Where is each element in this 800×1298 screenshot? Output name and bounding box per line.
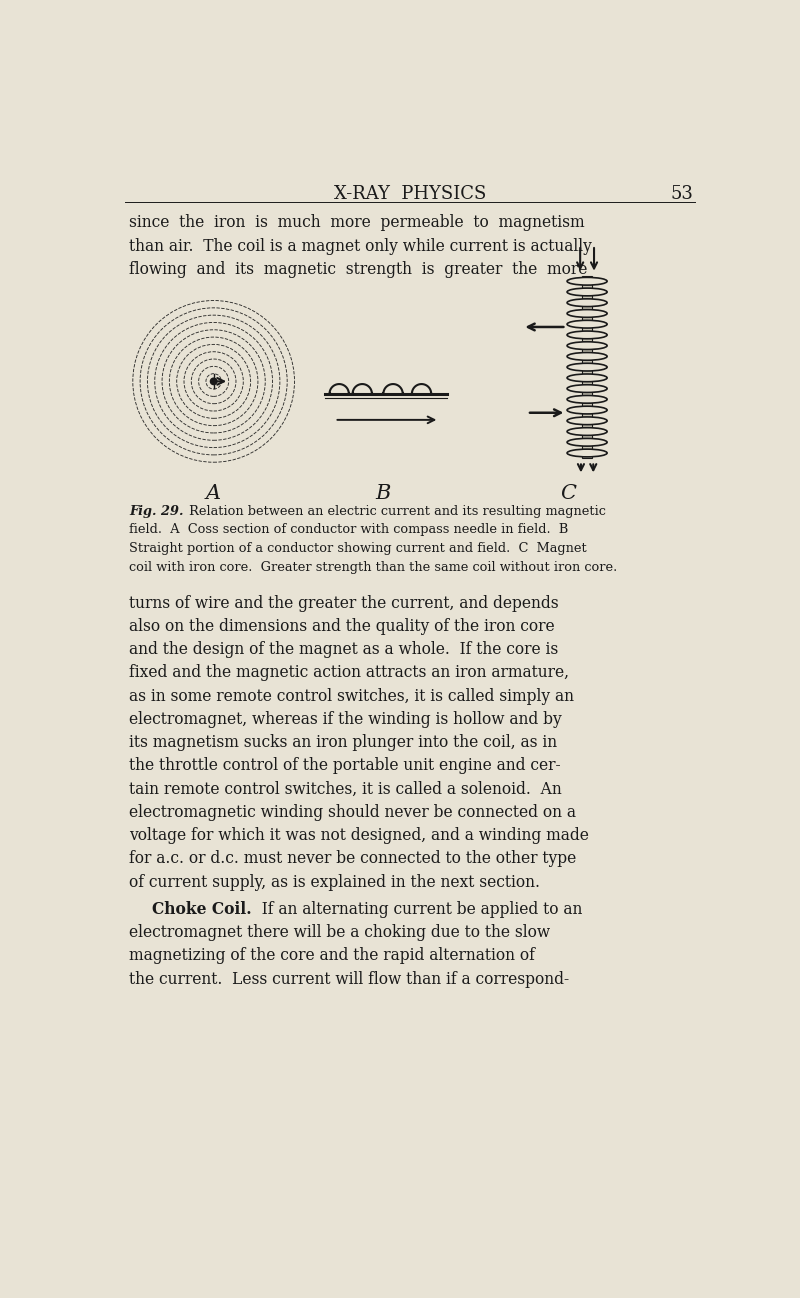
Bar	[582, 276, 592, 458]
Text: voltage for which it was not designed, and a winding made: voltage for which it was not designed, a…	[129, 827, 589, 844]
Ellipse shape	[567, 374, 607, 382]
Text: also on the dimensions and the quality of the iron core: also on the dimensions and the quality o…	[129, 618, 554, 635]
Text: for a.c. or d.c. must never be connected to the other type: for a.c. or d.c. must never be connected…	[129, 850, 576, 867]
Ellipse shape	[567, 427, 607, 435]
Ellipse shape	[567, 396, 607, 404]
Text: Straight portion of a conductor showing current and field.  C  Magnet: Straight portion of a conductor showing …	[129, 543, 586, 556]
Text: coil with iron core.  Greater strength than the same coil without iron core.: coil with iron core. Greater strength th…	[129, 561, 618, 574]
Text: flowing  and  its  magnetic  strength  is  greater  the  more: flowing and its magnetic strength is gre…	[129, 261, 587, 278]
Text: the current.  Less current will flow than if a correspond-: the current. Less current will flow than…	[129, 971, 569, 988]
Text: electromagnet there will be a choking due to the slow: electromagnet there will be a choking du…	[129, 924, 550, 941]
Circle shape	[210, 378, 217, 384]
Ellipse shape	[567, 449, 607, 457]
Text: fixed and the magnetic action attracts an iron armature,: fixed and the magnetic action attracts a…	[129, 665, 569, 681]
Text: B: B	[375, 484, 390, 502]
Text: Relation between an electric current and its resulting magnetic: Relation between an electric current and…	[185, 505, 606, 518]
Ellipse shape	[567, 310, 607, 317]
Text: magnetizing of the core and the rapid alternation of: magnetizing of the core and the rapid al…	[129, 948, 535, 964]
Ellipse shape	[567, 299, 607, 306]
Ellipse shape	[567, 353, 607, 361]
Ellipse shape	[567, 439, 607, 447]
Text: field.  A  Coss section of conductor with compass needle in field.  B: field. A Coss section of conductor with …	[129, 523, 568, 536]
Text: of current supply, as is explained in the next section.: of current supply, as is explained in th…	[129, 874, 540, 890]
Text: Fig. 29.: Fig. 29.	[129, 505, 183, 518]
Text: X-RAY  PHYSICS: X-RAY PHYSICS	[334, 186, 486, 202]
Text: tain remote control switches, it is called a solenoid.  An: tain remote control switches, it is call…	[129, 780, 562, 798]
Text: Choke Coil.: Choke Coil.	[152, 901, 252, 918]
Text: and the design of the magnet as a whole.  If the core is: and the design of the magnet as a whole.…	[129, 641, 558, 658]
Text: than air.  The coil is a magnet only while current is actually: than air. The coil is a magnet only whil…	[129, 238, 592, 254]
Ellipse shape	[567, 288, 607, 296]
Ellipse shape	[567, 278, 607, 286]
Ellipse shape	[567, 331, 607, 339]
Text: its magnetism sucks an iron plunger into the coil, as in: its magnetism sucks an iron plunger into…	[129, 735, 557, 752]
Text: C: C	[560, 484, 576, 502]
Ellipse shape	[567, 417, 607, 424]
Ellipse shape	[567, 384, 607, 392]
Text: If an alternating current be applied to an: If an alternating current be applied to …	[252, 901, 582, 918]
Ellipse shape	[567, 341, 607, 349]
Ellipse shape	[567, 363, 607, 371]
Text: 53: 53	[670, 186, 693, 202]
Text: as in some remote control switches, it is called simply an: as in some remote control switches, it i…	[129, 688, 574, 705]
Ellipse shape	[567, 321, 607, 328]
Ellipse shape	[567, 406, 607, 414]
Text: A: A	[206, 484, 222, 502]
Text: the throttle control of the portable unit engine and cer-: the throttle control of the portable uni…	[129, 758, 561, 775]
Text: turns of wire and the greater the current, and depends: turns of wire and the greater the curren…	[129, 594, 558, 611]
Text: since  the  iron  is  much  more  permeable  to  magnetism: since the iron is much more permeable to…	[129, 214, 585, 231]
Text: electromagnet, whereas if the winding is hollow and by: electromagnet, whereas if the winding is…	[129, 711, 562, 728]
Text: electromagnetic winding should never be connected on a: electromagnetic winding should never be …	[129, 803, 576, 820]
